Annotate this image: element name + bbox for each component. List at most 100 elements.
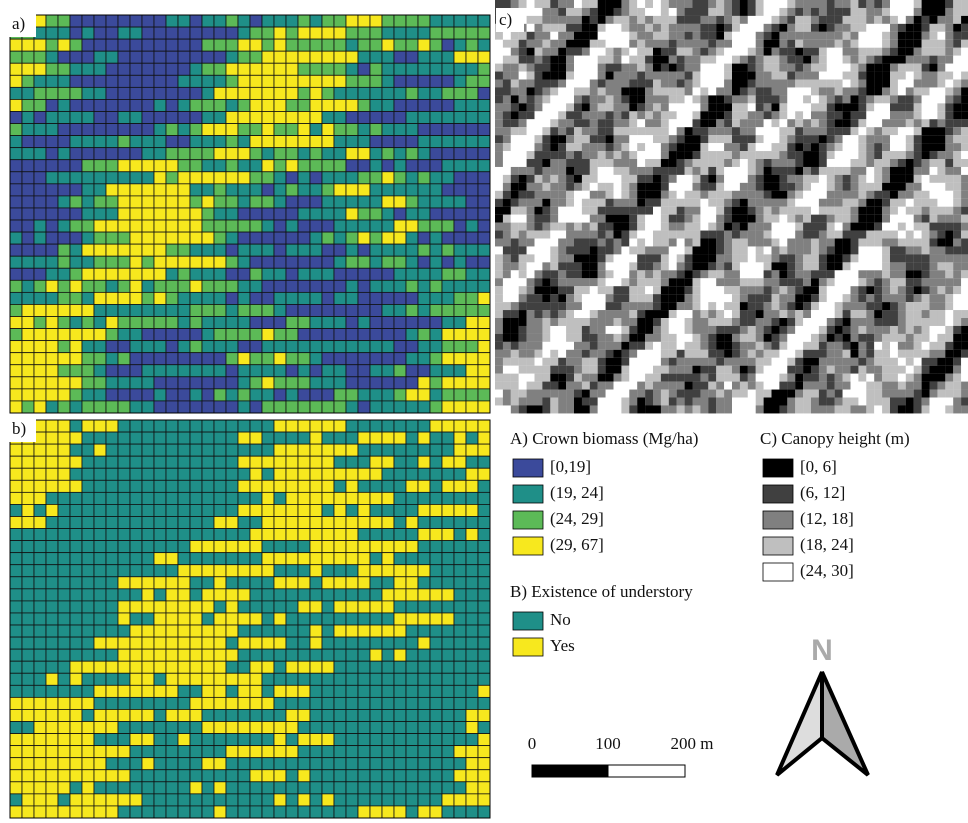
grid-cell [250, 401, 262, 413]
canopy-cell [519, 191, 527, 199]
grid-cell [22, 746, 34, 758]
canopy-cell [637, 199, 645, 207]
grid-cell [466, 758, 478, 770]
grid-cell [286, 722, 298, 734]
canopy-cell [574, 40, 582, 48]
canopy-cell [535, 270, 543, 278]
grid-cell [274, 601, 286, 613]
grid-cell [262, 75, 274, 87]
grid-cell [94, 770, 106, 782]
grid-cell [262, 184, 274, 196]
canopy-cell [527, 223, 535, 231]
canopy-cell [953, 24, 961, 32]
canopy-cell [582, 48, 590, 56]
grid-cell [58, 649, 70, 661]
grid-cell [118, 377, 130, 389]
grid-cell [34, 256, 46, 268]
canopy-cell [590, 223, 598, 231]
canopy-cell [898, 119, 906, 127]
canopy-cell [906, 40, 914, 48]
canopy-cell [874, 87, 882, 95]
canopy-cell [756, 151, 764, 159]
grid-cell [394, 734, 406, 746]
canopy-cell [677, 167, 685, 175]
canopy-cell [953, 270, 961, 278]
canopy-cell [874, 40, 882, 48]
grid-cell [10, 637, 22, 649]
grid-cell [262, 148, 274, 160]
grid-cell [154, 401, 166, 413]
grid-cell [454, 244, 466, 256]
grid-cell [310, 87, 322, 99]
canopy-cell [953, 135, 961, 143]
canopy-cell [519, 32, 527, 40]
grid-cell [94, 99, 106, 111]
grid-cell [214, 51, 226, 63]
grid-cell [166, 456, 178, 468]
grid-cell [190, 782, 202, 794]
canopy-cell [527, 48, 535, 56]
grid-cell [322, 111, 334, 123]
canopy-cell [961, 254, 968, 262]
canopy-cell [890, 231, 898, 239]
canopy-cell [953, 143, 961, 151]
grid-cell [94, 196, 106, 208]
grid-cell [466, 75, 478, 87]
canopy-cell [937, 207, 945, 215]
canopy-cell [495, 127, 503, 135]
canopy-cell [685, 56, 693, 64]
canopy-cell [535, 191, 543, 199]
grid-cell [478, 184, 490, 196]
grid-cell [166, 292, 178, 304]
grid-cell [70, 480, 82, 492]
grid-cell [58, 541, 70, 553]
canopy-cell [803, 151, 811, 159]
canopy-cell [527, 119, 535, 127]
canopy-cell [566, 215, 574, 223]
canopy-cell [914, 40, 922, 48]
canopy-cell [748, 87, 756, 95]
grid-cell [70, 244, 82, 256]
grid-cell [166, 637, 178, 649]
grid-cell [430, 468, 442, 480]
canopy-cell [558, 191, 566, 199]
canopy-cell [795, 95, 803, 103]
grid-cell [238, 565, 250, 577]
canopy-cell [598, 183, 606, 191]
grid-cell [454, 148, 466, 160]
canopy-cell [906, 24, 914, 32]
canopy-cell [637, 191, 645, 199]
canopy-cell [851, 56, 859, 64]
canopy-cell [519, 159, 527, 167]
grid-cell [106, 480, 118, 492]
grid-cell [226, 529, 238, 541]
canopy-cell [637, 151, 645, 159]
grid-cell [466, 280, 478, 292]
canopy-cell [582, 119, 590, 127]
canopy-cell [582, 159, 590, 167]
grid-cell [286, 758, 298, 770]
canopy-cell [614, 80, 622, 88]
grid-cell [166, 172, 178, 184]
grid-cell [202, 770, 214, 782]
grid-cell [130, 39, 142, 51]
canopy-cell [574, 262, 582, 270]
grid-cell [226, 432, 238, 444]
canopy-cell [937, 127, 945, 135]
grid-cell [154, 480, 166, 492]
grid-cell [178, 516, 190, 528]
canopy-cell [503, 262, 511, 270]
canopy-cell [645, 246, 653, 254]
grid-cell [190, 341, 202, 353]
canopy-cell [819, 199, 827, 207]
canopy-cell [708, 127, 716, 135]
grid-cell [250, 232, 262, 244]
canopy-cell [527, 294, 535, 302]
canopy-cell [803, 294, 811, 302]
canopy-cell [590, 239, 598, 247]
grid-cell [34, 39, 46, 51]
grid-cell [250, 661, 262, 673]
canopy-cell [740, 32, 748, 40]
grid-cell [118, 148, 130, 160]
grid-cell [154, 661, 166, 673]
